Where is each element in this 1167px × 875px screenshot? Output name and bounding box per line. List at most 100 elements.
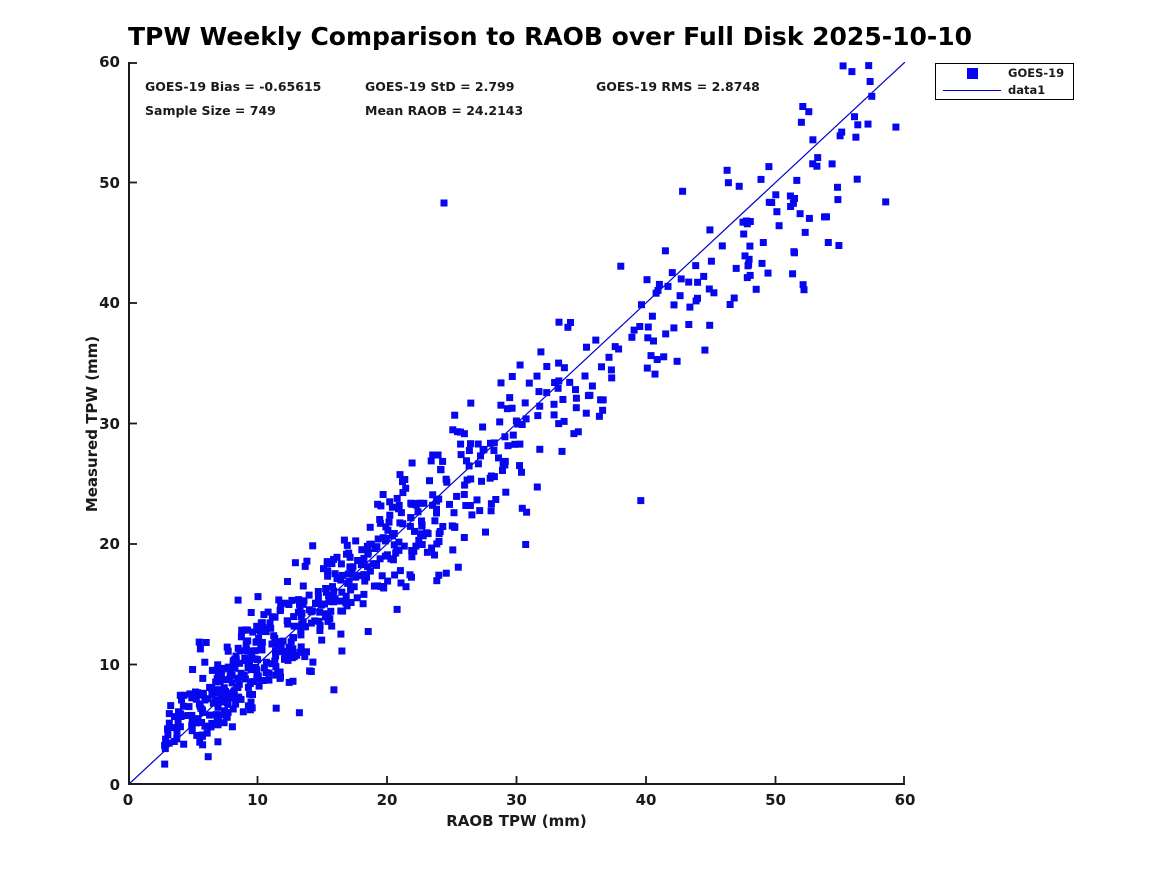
scatter-point bbox=[796, 210, 804, 218]
scatter-point bbox=[206, 711, 213, 719]
scatter-point bbox=[605, 353, 613, 361]
y-tick-label-20: 20 bbox=[99, 535, 120, 553]
scatter-point bbox=[376, 516, 384, 523]
scatter-point bbox=[346, 553, 354, 561]
scatter-point bbox=[283, 617, 291, 625]
scatter-point bbox=[265, 676, 273, 684]
scatter-point bbox=[564, 323, 572, 331]
scatter-point bbox=[828, 160, 836, 168]
scatter-point bbox=[194, 715, 202, 723]
scatter-point bbox=[176, 691, 184, 699]
scatter-point bbox=[395, 505, 402, 513]
scatter-point bbox=[433, 509, 440, 517]
scatter-point bbox=[439, 457, 447, 465]
scatter-point bbox=[772, 191, 780, 199]
scatter-point bbox=[824, 239, 832, 246]
scatter-point bbox=[462, 502, 470, 509]
scatter-point bbox=[240, 672, 248, 679]
scatter-point bbox=[501, 433, 509, 441]
scatter-point bbox=[180, 691, 188, 699]
scatter-point bbox=[570, 430, 578, 438]
scatter-point bbox=[651, 370, 659, 378]
scatter-point bbox=[185, 703, 193, 711]
scatter-point bbox=[298, 620, 306, 628]
scatter-point bbox=[268, 613, 276, 621]
scatter-point bbox=[366, 540, 374, 548]
scatter-point bbox=[305, 591, 313, 599]
scatter-point bbox=[316, 627, 324, 634]
scatter-point bbox=[234, 644, 242, 652]
scatter-point bbox=[333, 575, 341, 582]
scatter-point bbox=[522, 415, 530, 423]
scatter-point bbox=[309, 658, 317, 666]
scatter-point bbox=[426, 477, 433, 485]
scatter-point bbox=[668, 269, 676, 277]
scatter-point bbox=[653, 356, 661, 363]
scatter-point bbox=[457, 440, 465, 448]
scatter-point bbox=[490, 447, 498, 454]
scatter-point bbox=[787, 203, 795, 210]
scatter-point bbox=[793, 176, 801, 184]
scatter-point bbox=[316, 622, 324, 630]
scatter-point bbox=[673, 357, 681, 365]
scatter-point bbox=[246, 680, 254, 688]
scatter-point bbox=[446, 500, 453, 508]
scatter-point bbox=[325, 592, 333, 600]
scatter-point bbox=[177, 713, 185, 720]
scatter-point bbox=[290, 613, 298, 621]
scatter-point bbox=[805, 214, 813, 222]
scatter-point bbox=[707, 257, 715, 265]
scatter-point bbox=[429, 451, 437, 459]
scatter-point bbox=[322, 585, 330, 592]
scatter-point bbox=[757, 175, 765, 183]
scatter-point bbox=[353, 594, 361, 602]
stat-bias-text: GOES-19 Bias = -0.65615 bbox=[145, 79, 322, 94]
scatter-point bbox=[244, 637, 252, 645]
scatter-point bbox=[354, 557, 362, 564]
scatter-point bbox=[284, 656, 292, 664]
scatter-point bbox=[371, 560, 379, 568]
scatter-point bbox=[275, 596, 283, 604]
scatter-point bbox=[732, 264, 740, 272]
scatter-point bbox=[167, 702, 175, 710]
legend-label-goes19: GOES-19 bbox=[1008, 66, 1065, 80]
scatter-point bbox=[165, 739, 173, 747]
scatter-point bbox=[359, 600, 367, 608]
scatter-point bbox=[254, 656, 262, 664]
scatter-point bbox=[343, 541, 351, 549]
scatter-point bbox=[800, 286, 808, 294]
scatter-point bbox=[572, 404, 580, 412]
scatter-point bbox=[330, 555, 338, 563]
scatter-point bbox=[559, 396, 567, 403]
scatter-point bbox=[478, 477, 485, 485]
scatter-point bbox=[866, 78, 874, 85]
scatter-point bbox=[741, 252, 749, 260]
stat-mean-raob-text: Mean RAOB = 24.2143 bbox=[365, 103, 524, 118]
scatter-point bbox=[201, 722, 209, 730]
scatter-point bbox=[342, 592, 350, 600]
scatter-point bbox=[414, 508, 422, 516]
scatter-point bbox=[297, 613, 305, 621]
scatter-point bbox=[217, 672, 224, 680]
scatter-point bbox=[477, 452, 484, 460]
scatter-point bbox=[360, 554, 368, 562]
scatter-point bbox=[440, 199, 448, 207]
scatter-point bbox=[327, 607, 335, 615]
scatter-point bbox=[249, 691, 256, 698]
scatter-point bbox=[449, 426, 457, 434]
scatter-point bbox=[374, 500, 382, 508]
scatter-point bbox=[516, 361, 524, 369]
scatter-point bbox=[289, 677, 297, 685]
scatter-point bbox=[295, 709, 303, 717]
x-tick-label-60: 60 bbox=[894, 791, 916, 809]
scatter-point bbox=[809, 160, 817, 168]
scatter-point bbox=[473, 496, 481, 504]
scatter-point bbox=[664, 282, 672, 290]
scatter-point bbox=[165, 719, 173, 727]
scatter-point bbox=[424, 530, 432, 538]
scatter-point bbox=[487, 507, 495, 515]
scatter-point bbox=[433, 577, 441, 585]
scatter-point bbox=[301, 562, 309, 570]
scatter-point bbox=[408, 547, 416, 554]
scatter-point bbox=[303, 648, 310, 656]
